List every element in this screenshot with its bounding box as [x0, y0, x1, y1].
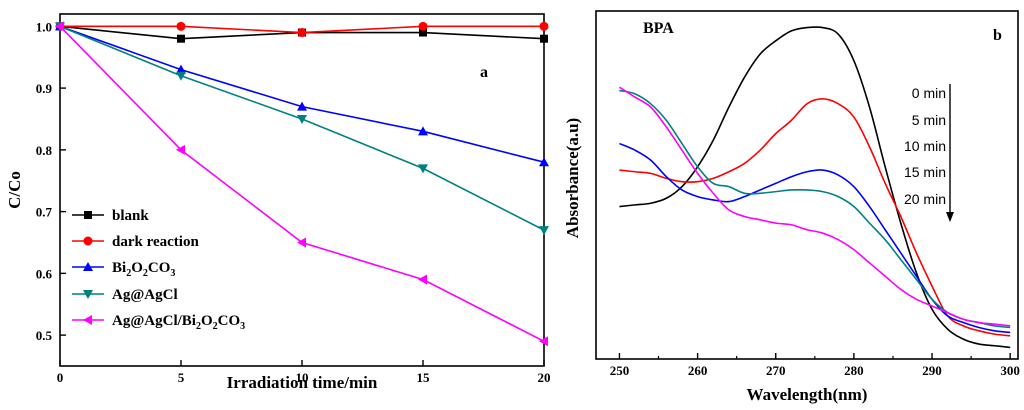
data-point [540, 34, 548, 43]
data-point [297, 114, 307, 124]
legend-label-ag-agcl: Ag@AgCl [112, 287, 178, 303]
time-label-0: 0 min [912, 85, 946, 101]
x-tick-label: 20 [538, 370, 551, 385]
data-point [418, 164, 428, 174]
series-dark-reaction [55, 21, 549, 38]
data-point [418, 126, 428, 136]
time-label-20: 20 min [904, 191, 946, 207]
data-point [418, 274, 427, 285]
y-tick-label: 0.5 [36, 328, 53, 343]
time-label-5: 5 min [912, 112, 946, 128]
panel-a-letter: a [480, 64, 488, 81]
data-point [176, 64, 186, 74]
time-arrow-icon [946, 84, 954, 222]
time-label-15: 15 min [904, 164, 946, 180]
panel-b-time-labels: 0 min 5 min 10 min 15 min 20 min [904, 85, 946, 207]
legend-label-dark-reaction: dark reaction [112, 234, 199, 250]
panel-a-legend: blank dark reaction Bi2O2CO3 Ag@AgCl Ag@ [72, 208, 245, 332]
panel-b-ticks: 250 260 270 280 290 300 [610, 353, 1020, 378]
x-tick-label: 5 [178, 370, 185, 385]
x-tick-label: 290 [922, 363, 942, 378]
panel-a-series [55, 21, 549, 347]
legend-item-dark-reaction: dark reaction [72, 234, 199, 250]
panel-b-letter: b [993, 27, 1002, 44]
x-tick-label: 300 [1000, 363, 1020, 378]
data-point [297, 237, 306, 248]
y-tick-label: 0.6 [36, 266, 53, 281]
series-ag-agcl [55, 22, 549, 236]
panel-a-plot-area [59, 13, 545, 367]
y-tick-label: 0.9 [36, 81, 53, 96]
y-tick-label: 0.8 [36, 143, 53, 158]
panel-a-xlabel: Irradiation time/min [227, 373, 378, 392]
time-label-10: 10 min [904, 138, 946, 154]
data-point [539, 226, 549, 236]
legend-label-blank: blank [112, 208, 149, 224]
x-tick-label: 10 [296, 370, 309, 385]
panel-a: 0 5 10 15 20 0.5 0.6 0.7 0.8 0.9 1.0 a Irradiation… [5, 13, 551, 392]
x-tick-label: 0 [57, 370, 64, 385]
panel-b-title: BPA [643, 20, 674, 37]
legend-item-blank: blank [72, 208, 149, 224]
data-point [176, 21, 186, 31]
legend-label-ag-agcl-bi2o2co3: Ag@AgCl/Bi2O2CO3 [112, 313, 245, 332]
data-point [419, 28, 427, 37]
panel-b-xlabel: Wavelength(nm) [747, 385, 868, 404]
x-tick-label: 280 [844, 363, 864, 378]
data-point [55, 21, 64, 32]
panel-b: 250 260 270 280 290 300 BPA b Wavelength(nm) … [563, 10, 1020, 404]
spectrum-20-min [619, 86, 1011, 327]
data-point [176, 144, 185, 155]
data-point [297, 101, 307, 111]
legend-item-ag-agcl: Ag@AgCl [72, 287, 178, 303]
panel-a-ylabel: C/Co [5, 171, 24, 209]
data-point [177, 34, 185, 43]
data-point [539, 336, 548, 347]
x-tick-label: 270 [766, 363, 786, 378]
y-tick-label: 1.0 [36, 19, 52, 34]
data-point [418, 21, 428, 31]
spectrum-10-min [619, 142, 1011, 334]
panel-b-ylabel: Absorbance(a.u) [563, 118, 582, 238]
y-tick-label: 0.7 [36, 205, 53, 220]
x-tick-label: 15 [417, 370, 431, 385]
spectrum-0-min [619, 26, 1011, 349]
data-point [539, 157, 549, 167]
series-ag-agcl-bi2o2co3 [55, 21, 548, 347]
x-tick-label: 260 [688, 363, 708, 378]
panel-b-plot-area [595, 10, 1019, 360]
data-point [539, 21, 549, 31]
legend-item-ag-agcl-bi2o2co3: Ag@AgCl/Bi2O2CO3 [72, 313, 245, 332]
data-point [176, 71, 186, 81]
panel-a-ticks: 0 5 10 15 20 0.5 0.6 0.7 0.8 0.9 1.0 [36, 19, 551, 385]
panel-b-series [619, 26, 1011, 349]
data-point [297, 28, 307, 38]
x-tick-label: 250 [610, 363, 630, 378]
